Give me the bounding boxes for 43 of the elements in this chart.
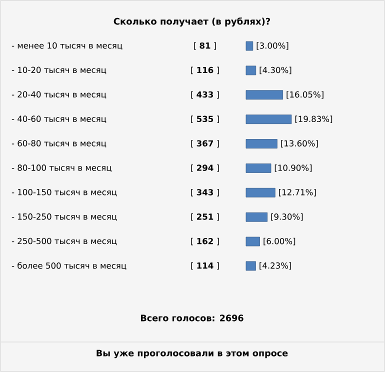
text: [ 116 ] (191, 66, 219, 74)
y-tick-label: - 80-100 тысяч в месяц (12, 164, 112, 172)
bar (246, 261, 256, 271)
text: [ 367 ] (191, 140, 219, 148)
data-label: [4.23%] (260, 262, 292, 270)
text: [ 251 ] (191, 213, 219, 221)
chart-title: Сколько получает (в рублях)? (114, 17, 270, 27)
text: [ 535 ] (191, 116, 219, 124)
text: [ 81 ] (194, 42, 216, 50)
data-label: [4.30%] (260, 66, 292, 74)
y-tick-label: - 10-20 тысяч в месяц (12, 66, 106, 74)
data-label: [13.60%] (281, 140, 318, 148)
bar (246, 41, 254, 51)
bar (246, 212, 268, 222)
text: [ 343 ] (191, 188, 219, 196)
bar (246, 66, 256, 76)
data-label: [3.00%] (256, 42, 288, 50)
y-tick-label: - менее 10 тысяч в месяц (12, 42, 122, 50)
bar (246, 139, 278, 148)
data-label: [9.30%] (271, 213, 303, 221)
data-label: [19.83%] (295, 116, 332, 124)
bar (246, 90, 283, 100)
y-tick-label: - 40-60 тысяч в месяц (12, 116, 106, 123)
data-label: [6.00%] (264, 238, 296, 246)
text: [ 114 ] (191, 262, 219, 270)
y-tick-label: - более 500 тысяч в месяц (12, 262, 126, 270)
data-label: [12.71%] (279, 188, 316, 196)
y-tick-label: - 20-40 тысяч в месяц (12, 91, 106, 99)
bar (246, 236, 260, 246)
bar (246, 114, 292, 124)
text: Всего голосов: 2696 (140, 314, 244, 322)
text: [ 433 ] (191, 91, 219, 99)
y-tick-label: - 100-150 тысяч в месяц (12, 188, 117, 196)
bar (246, 188, 276, 198)
text: [ 162 ] (191, 238, 219, 246)
text: Вы уже проголосовали в этом опросе (96, 350, 288, 358)
y-tick-label: - 150-250 тысяч в месяц (12, 213, 117, 221)
text: [ 294 ] (191, 164, 219, 172)
data-label: [16.05%] (286, 91, 324, 99)
data-label: [10.90%] (274, 164, 312, 172)
y-tick-label: - 250-500 тысяч в месяц (12, 238, 117, 246)
y-tick-label: - 60-80 тысяч в месяц (12, 140, 106, 148)
bar (246, 164, 272, 173)
